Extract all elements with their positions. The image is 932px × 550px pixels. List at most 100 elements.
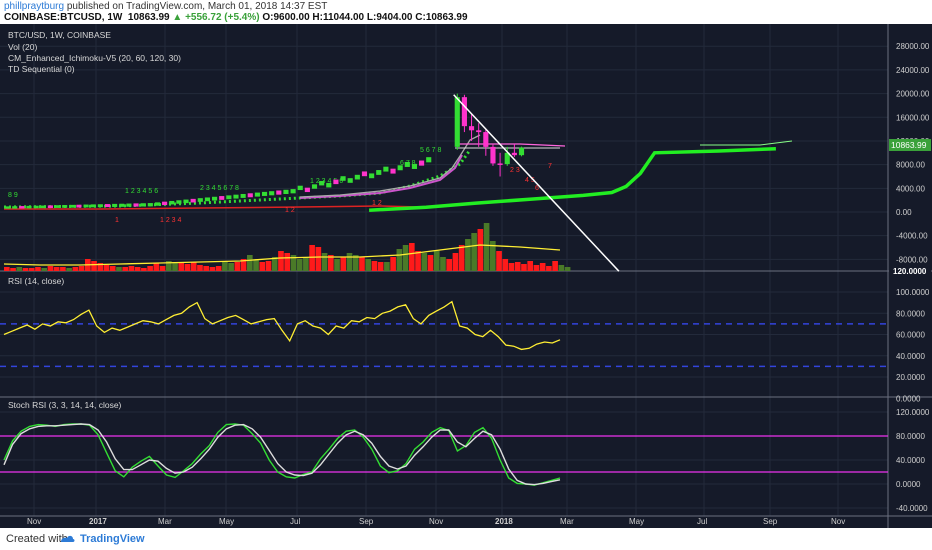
volume-bar	[465, 239, 471, 271]
volume-bar	[166, 261, 172, 271]
stoch-d-line	[3, 423, 561, 486]
x-tick-label: May	[219, 517, 234, 526]
candle	[97, 204, 103, 208]
candle	[504, 152, 510, 165]
volume-bar	[477, 229, 484, 271]
rsi-tick-label: 100.0000	[896, 288, 930, 297]
main-y-axis: 28000.0024000.0020000.0016000.0012000.00…	[896, 42, 930, 264]
volume-bar	[471, 233, 477, 271]
price-label-bg	[889, 139, 931, 151]
stoch-y-axis: 120.0000 80.0000 40.0000 0.0000 -40.0000	[896, 408, 930, 513]
svg-text:1: 1	[115, 217, 119, 224]
volume-bar	[22, 268, 29, 271]
volume-bar	[153, 263, 160, 271]
candle	[419, 160, 425, 166]
volume-bar	[91, 261, 97, 271]
candle	[204, 197, 211, 202]
chart-canvas[interactable]: 8 9 1 2 3 4 5 6 2 3 4 5 6 7 8 1 2 3 4 5 …	[0, 24, 932, 528]
volume-bar	[384, 262, 390, 271]
candle	[12, 206, 18, 209]
volume-bar	[190, 262, 197, 271]
volume-bar	[97, 263, 104, 271]
volume-bar	[415, 251, 421, 271]
footer: Created with TradingView	[0, 528, 932, 550]
volume-bar	[496, 251, 502, 271]
candle	[290, 189, 296, 194]
candle	[19, 206, 25, 209]
tradingview-brand-link[interactable]: TradingView	[80, 533, 145, 545]
stoch-tick-label: 40.0000	[896, 456, 925, 465]
candle	[90, 204, 96, 208]
stoch-bands	[0, 435, 888, 473]
volume-bar	[502, 259, 509, 271]
volume-bar	[41, 268, 48, 271]
volume-bar	[60, 267, 66, 271]
volume-bar	[334, 259, 340, 271]
y-tick-label: 0.00	[896, 208, 912, 217]
candle	[233, 194, 239, 199]
rsi-line	[3, 300, 561, 351]
volume-bar	[128, 266, 135, 271]
volume-bar	[147, 266, 153, 271]
chart-area[interactable]: 8 9 1 2 3 4 5 6 2 3 4 5 6 7 8 1 2 3 4 5 …	[0, 24, 932, 528]
x-tick-label: Sep	[359, 517, 374, 526]
rsi-tick-label: 80.0000	[896, 309, 925, 318]
candle	[347, 178, 353, 183]
volume-bar	[340, 257, 347, 271]
volume-bar	[72, 267, 79, 271]
candle	[112, 203, 118, 207]
volume-bar	[390, 257, 396, 271]
cloud-upper-line	[700, 140, 793, 146]
svg-text:1 2: 1 2	[285, 207, 295, 214]
volume-bar	[278, 251, 284, 271]
candle	[404, 161, 410, 167]
candle	[5, 206, 11, 209]
author-link[interactable]: phillpraytburg	[4, 1, 65, 12]
x-tick-label: Mar	[158, 517, 172, 526]
rsi-bands	[0, 323, 888, 368]
candle	[518, 147, 525, 156]
volume-bar	[247, 255, 253, 271]
volume-bar	[546, 266, 552, 271]
volume-bar	[328, 255, 334, 271]
volume-bar	[359, 257, 365, 271]
y-tick-label: 8000.00	[896, 161, 925, 170]
created-with-text: Created with	[6, 533, 68, 545]
candle	[269, 191, 275, 196]
candle	[154, 202, 161, 206]
legend-main: BTC/USD, 1W, COINBASE	[8, 30, 111, 40]
ichimoku-red-line	[4, 205, 421, 210]
candle	[340, 176, 346, 181]
volume-bar	[452, 253, 459, 271]
y-tick-label: -4000.00	[896, 232, 928, 241]
symbol-line: COINBASE:BTCUSD, 1W 10863.99 ▲ +556.72 (…	[4, 12, 468, 23]
candle	[333, 179, 339, 185]
x-tick-label: 2017	[89, 517, 107, 526]
trendline	[453, 94, 620, 272]
svg-text:6: 6	[535, 185, 539, 192]
volume-bar	[271, 257, 278, 271]
volume-bar	[409, 243, 415, 271]
svg-text:7: 7	[548, 163, 552, 170]
volume-bar	[402, 245, 409, 271]
candle	[162, 201, 168, 206]
candle	[62, 205, 68, 208]
published-text: published on TradingView.com, March 01, …	[66, 1, 328, 12]
volume-bar	[539, 263, 546, 271]
candle	[169, 200, 175, 205]
grid-lines	[0, 24, 888, 516]
candle	[83, 204, 89, 208]
candle	[397, 165, 403, 171]
candle	[319, 180, 325, 186]
candle	[326, 182, 332, 188]
candle	[297, 185, 303, 191]
x-tick-label: Nov	[831, 517, 845, 526]
candle	[47, 205, 53, 209]
volume-bar	[172, 262, 178, 271]
candle	[54, 205, 61, 208]
volume-bar	[284, 253, 291, 271]
svg-text:4 5: 4 5	[525, 177, 535, 184]
y-tick-label: 28000.00	[896, 42, 930, 51]
ichimoku-cloud-line	[369, 146, 776, 212]
volume-bar	[203, 266, 210, 271]
